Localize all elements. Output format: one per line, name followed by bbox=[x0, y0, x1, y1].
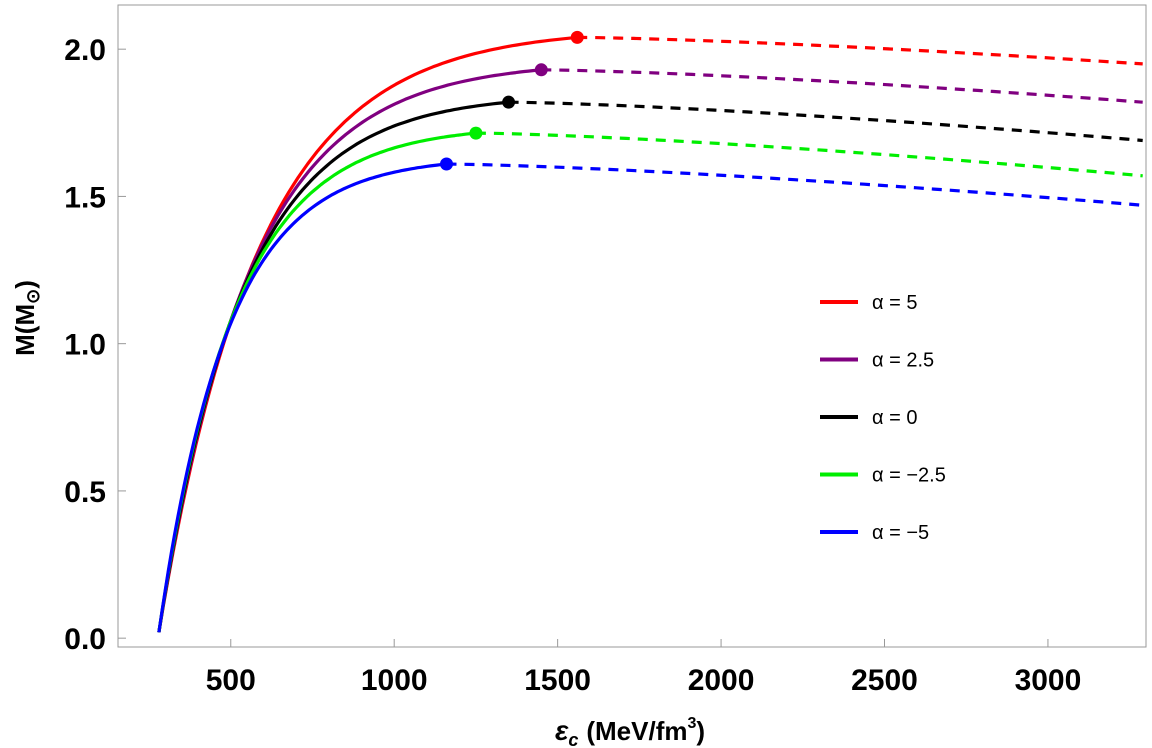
x-tick-label: 2500 bbox=[851, 664, 918, 697]
legend-label: α = 5 bbox=[872, 292, 917, 314]
max-mass-point bbox=[502, 95, 516, 109]
plot-frame bbox=[117, 4, 1147, 648]
legend-label: α = 2.5 bbox=[872, 350, 934, 372]
y-axis-ticks: 0.0 0.5 1.0 1.5 2.0 bbox=[64, 34, 126, 656]
max-mass-point bbox=[469, 126, 483, 140]
legend: α = 5 α = 2.5 α = 0 α = −2.5 α = −5 bbox=[820, 292, 946, 544]
series-line-unstable bbox=[577, 35, 1143, 66]
series-line-unstable bbox=[475, 131, 1143, 178]
y-tick-label: 1.5 bbox=[64, 181, 106, 214]
x-tick-label: 3000 bbox=[1015, 664, 1082, 697]
series-line-stable bbox=[157, 162, 447, 633]
y-tick-label: 2.0 bbox=[64, 34, 106, 67]
series-line-stable bbox=[157, 35, 578, 633]
legend-label: α = 0 bbox=[872, 407, 917, 429]
x-tick-label: 500 bbox=[206, 664, 256, 697]
max-mass-point bbox=[440, 157, 454, 171]
series-line-stable bbox=[157, 100, 509, 633]
legend-label: α = −5 bbox=[872, 522, 929, 544]
x-axis-label: εc (MeV/fm3) bbox=[555, 715, 705, 748]
legend-label: α = −2.5 bbox=[872, 465, 946, 487]
series-line-stable bbox=[157, 131, 477, 633]
series-line-unstable bbox=[541, 68, 1143, 104]
series-line-stable bbox=[157, 68, 542, 633]
max-mass-point bbox=[534, 63, 548, 77]
y-tick-label: 0.0 bbox=[64, 623, 106, 656]
x-tick-label: 1000 bbox=[361, 664, 428, 697]
y-axis-label: M(M⊙) bbox=[10, 280, 43, 356]
series-curves bbox=[157, 30, 1143, 633]
x-tick-label: 1500 bbox=[524, 664, 591, 697]
y-tick-label: 1.0 bbox=[64, 329, 106, 362]
series-line-unstable bbox=[508, 100, 1143, 143]
max-mass-point bbox=[570, 30, 584, 44]
x-tick-label: 2000 bbox=[688, 664, 755, 697]
x-axis-ticks: 500 1000 1500 2000 2500 3000 bbox=[206, 639, 1082, 697]
y-tick-label: 0.5 bbox=[64, 476, 106, 509]
series-line-unstable bbox=[446, 162, 1143, 207]
